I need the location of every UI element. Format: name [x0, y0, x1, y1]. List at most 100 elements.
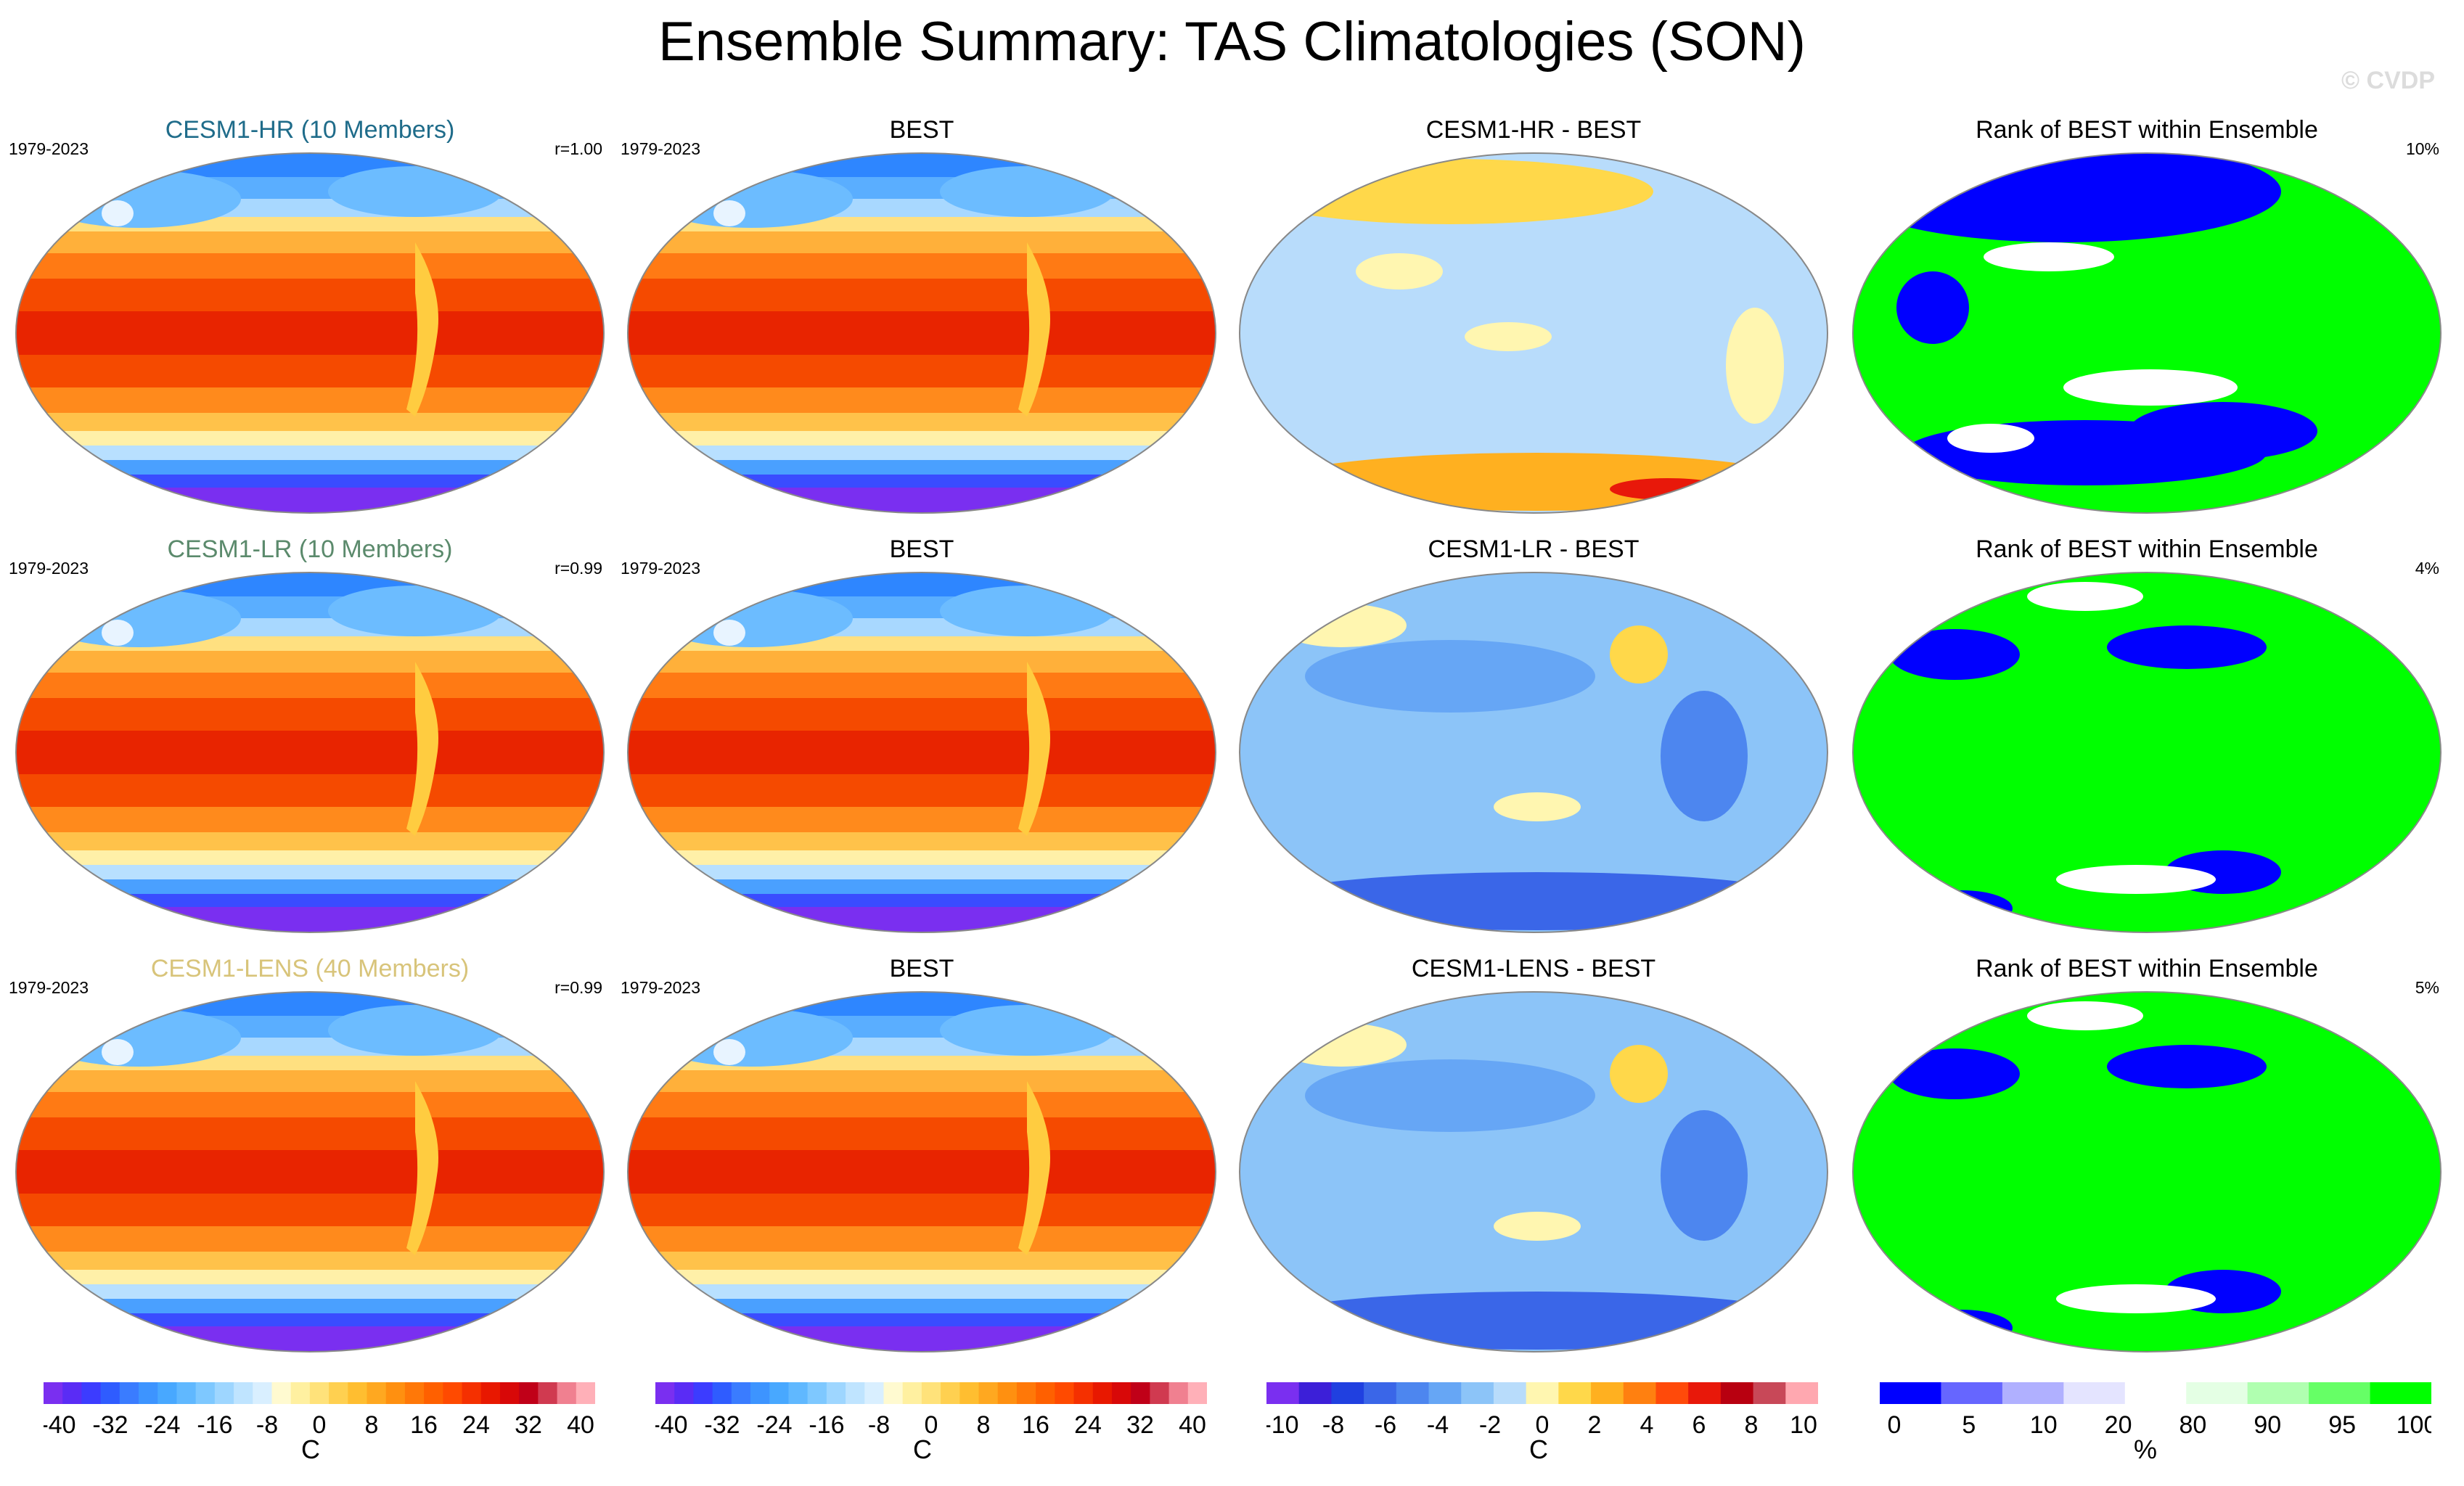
colorbar-swatch — [253, 1382, 272, 1404]
temperature-band — [628, 992, 1216, 1016]
temperature-band — [16, 387, 604, 413]
colorbar-swatch — [1526, 1382, 1559, 1404]
panel-title: CESM1-LR (10 Members) — [167, 535, 453, 563]
map-outline — [627, 991, 1216, 1352]
colorbar-swatch — [176, 1382, 197, 1404]
colorbar-tick-label: 10 — [1790, 1411, 1817, 1439]
temperature-band — [628, 731, 1216, 774]
temperature-band — [628, 413, 1216, 431]
colorbar-tick-label: 5 — [1962, 1411, 1976, 1439]
rank-colorbar: 0 5 10 20 80 90 95 100 % — [1880, 1382, 2460, 1469]
difference-patch — [1661, 691, 1748, 821]
colorbar-tick-label: 40 — [1179, 1411, 1206, 1439]
map-outline — [15, 152, 605, 514]
rank-patch — [2056, 865, 2216, 894]
temperature-band — [16, 153, 604, 177]
temperature-band — [628, 807, 1216, 832]
colorbar-tick-label: -8 — [868, 1411, 890, 1439]
temperature-band — [628, 698, 1216, 731]
cold-region — [38, 1009, 241, 1067]
rank-patch — [1896, 271, 1969, 344]
colorbar-swatch — [1131, 1382, 1150, 1404]
temperature-map — [15, 991, 605, 1352]
colorbar-swatch — [157, 1382, 177, 1404]
colorbar-swatch — [1941, 1382, 2003, 1404]
temperature-band — [16, 1194, 604, 1226]
colorbar-swatch — [2247, 1382, 2309, 1404]
temperature-band — [16, 698, 604, 731]
rank-patch — [2027, 582, 2143, 611]
colorbar-swatch — [1396, 1382, 1430, 1404]
rank-patch — [2129, 402, 2317, 460]
temperature-band — [16, 1299, 604, 1313]
rank-patch — [1889, 1048, 2020, 1099]
colorbar-swatch — [100, 1382, 120, 1404]
colorbar-swatch — [62, 1382, 82, 1404]
difference-patch — [1610, 625, 1668, 684]
temperature-band — [16, 673, 604, 698]
cold-region — [38, 170, 241, 228]
colorbar-swatch — [404, 1382, 425, 1404]
rank-patch — [2063, 369, 2238, 406]
temperature-band — [16, 253, 604, 279]
cold-region — [328, 166, 502, 217]
temperature-band — [16, 446, 604, 460]
panel-difference: CESM1-LENS - BEST — [1232, 955, 1835, 1361]
map-outline — [15, 572, 605, 933]
colorbar-swatch — [693, 1382, 713, 1404]
colorbar-tick-label: 90 — [2254, 1411, 2281, 1439]
colorbar-swatch — [1092, 1382, 1113, 1404]
rank-map — [1852, 572, 2442, 933]
difference-colorbar: -10 -8 -6 -4 -2 0 2 4 6 8 10 C — [1266, 1382, 1847, 1469]
colorbar-tick-label: 0 — [1888, 1411, 1902, 1439]
cold-region — [940, 166, 1114, 217]
colorbar-tick-label: 20 — [2105, 1411, 2132, 1439]
colorbar-unit: C — [1529, 1434, 1548, 1464]
colorbar-swatch — [385, 1382, 406, 1404]
colorbar-swatch — [2002, 1382, 2064, 1404]
temperature-band — [628, 865, 1216, 879]
temperature-band — [628, 279, 1216, 311]
temperature-band — [628, 894, 1216, 907]
difference-patch — [1661, 1110, 1748, 1241]
rank-patch — [1984, 242, 2114, 271]
temperature-map — [627, 152, 1216, 514]
cold-region — [328, 586, 502, 636]
colorbar-swatch — [519, 1382, 539, 1404]
colorbar-swatch — [941, 1382, 960, 1404]
temperature-band — [628, 446, 1216, 460]
panel-obs-best: BEST 1979-2023 — [621, 535, 1223, 942]
colorbar-swatch — [959, 1382, 980, 1404]
temperature-band — [628, 1226, 1216, 1252]
panel-model-cesm1-lr: CESM1-LR (10 Members) 1979-2023 r=0.99 — [9, 535, 611, 942]
difference-map — [1239, 991, 1828, 1352]
temperature-band — [16, 774, 604, 807]
colorbar-swatch — [750, 1382, 770, 1404]
colorbar-tick-label: 2 — [1588, 1411, 1602, 1439]
difference-map — [1239, 152, 1828, 514]
temperature-band — [628, 1270, 1216, 1284]
temperature-band — [628, 1150, 1216, 1194]
temperature-band — [16, 1284, 604, 1299]
colorbar-swatch — [1036, 1382, 1055, 1404]
andes-ridge — [406, 662, 438, 836]
temperature-band — [628, 1070, 1216, 1092]
panel-rank: Rank of BEST within Ensemble 4% — [1846, 535, 2448, 942]
panel-title: BEST — [889, 955, 954, 982]
colorbar-swatch — [826, 1382, 846, 1404]
cold-region — [650, 589, 853, 647]
colorbar-swatch — [846, 1382, 865, 1404]
temperature-band — [628, 1016, 1216, 1038]
temperature-band — [628, 596, 1216, 618]
temperature-band — [628, 231, 1216, 253]
colorbar-tick-label: 95 — [2328, 1411, 2356, 1439]
panel-obs-best: BEST 1979-2023 — [621, 116, 1223, 522]
colorbar-swatch — [1111, 1382, 1131, 1404]
colorbar-tick-label: 10 — [2030, 1411, 2058, 1439]
rank-patch — [1947, 424, 2034, 453]
panel-model-cesm1-lens: CESM1-LENS (40 Members) 1979-2023 r=0.99 — [9, 955, 611, 1361]
colorbar-tick-label: -24 — [144, 1411, 180, 1439]
colorbar-swatch — [1266, 1382, 1300, 1404]
difference-patch — [1305, 640, 1595, 713]
colorbar-swatch — [309, 1382, 330, 1404]
